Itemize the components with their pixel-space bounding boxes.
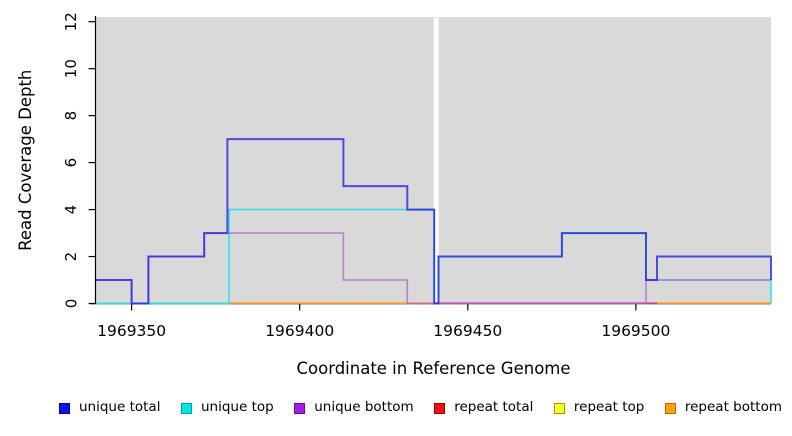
y-axis-tick-label: 8 bbox=[62, 111, 80, 121]
legend-swatch-repeat-top bbox=[553, 402, 565, 414]
legend-item-repeat-top: repeat top bbox=[553, 399, 645, 416]
series-unique-total bbox=[96, 138, 772, 305]
x-axis-tick-label: 1969350 bbox=[97, 322, 166, 340]
y-axis-tick-label: 12 bbox=[62, 12, 80, 31]
legend-label: unique top bbox=[201, 399, 274, 416]
legend-item-repeat-total: repeat total bbox=[434, 401, 533, 415]
legend-label: unique bottom bbox=[314, 399, 414, 416]
x-axis-tick-label: 1969400 bbox=[265, 322, 334, 340]
y-axis-tick-label: 6 bbox=[62, 158, 80, 168]
y-axis-tick-label: 0 bbox=[62, 299, 80, 309]
y-axis-tick-label: 4 bbox=[62, 205, 80, 215]
y-axis-tick-label: 2 bbox=[62, 252, 80, 262]
legend-swatch-repeat-total bbox=[434, 402, 446, 414]
legend-item-unique-top: unique top bbox=[181, 401, 274, 415]
x-axis-label: Coordinate in Reference Genome bbox=[296, 359, 570, 378]
legend-item-unique-total: unique total bbox=[59, 401, 160, 415]
chart-legend: unique total unique top unique bottom repea… bbox=[59, 399, 782, 417]
y-axis-tick-label: 10 bbox=[62, 59, 80, 78]
legend-swatch-repeat-bottom bbox=[664, 402, 676, 414]
legend-item-unique-bottom: unique bottom bbox=[294, 399, 414, 416]
x-axis-tick-label: 1969500 bbox=[601, 322, 670, 340]
x-axis-tick-label: 1969450 bbox=[433, 322, 502, 340]
legend-swatch-unique-total bbox=[59, 402, 70, 414]
legend-swatch-unique-bottom bbox=[294, 402, 306, 414]
legend-label: repeat total bbox=[454, 399, 534, 416]
legend-label: unique total bbox=[79, 399, 161, 416]
legend-label: repeat top bbox=[573, 399, 645, 416]
y-axis-label: Read Coverage Depth bbox=[16, 70, 35, 251]
axes: 0 2 4 6 8 10 12 1969350 1969400 1969450 1969500 bbox=[62, 12, 670, 340]
white-divider-line bbox=[433, 17, 439, 303]
legend-item-repeat-bottom: repeat bottom bbox=[664, 399, 782, 416]
legend-swatch-unique-top bbox=[181, 402, 192, 414]
legend-label: repeat bottom bbox=[684, 399, 782, 416]
